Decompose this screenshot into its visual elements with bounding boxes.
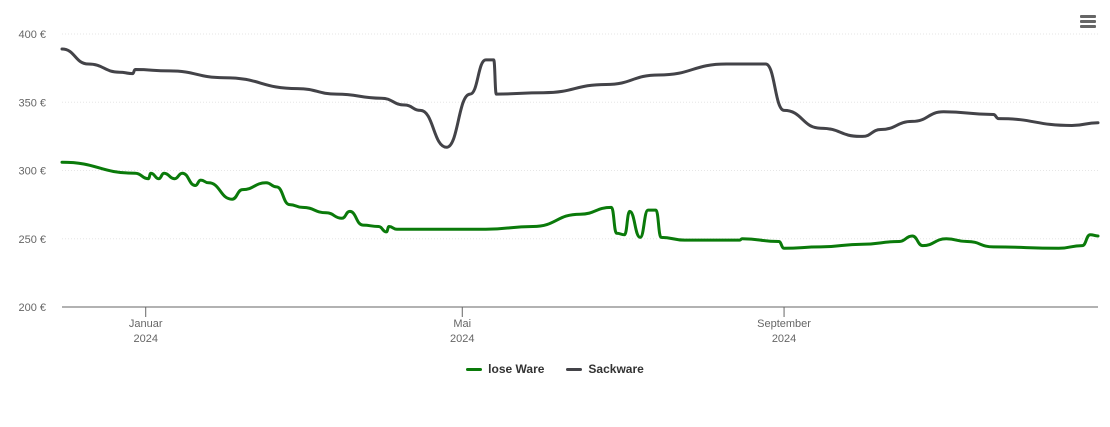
legend-swatch-sackware: [566, 367, 583, 371]
x-axis: Januar 2024 Mai 2024 September 2024: [62, 306, 1098, 345]
x-tick-label-year: 2024: [133, 333, 157, 345]
grid-lines: [62, 33, 1098, 240]
series-lines: [60, 47, 1100, 250]
hamburger-menu-icon[interactable]: [1074, 10, 1102, 34]
y-tick-label: 350 €: [18, 97, 46, 109]
series-line-lose-ware[interactable]: [60, 160, 1100, 250]
legend-item-lose-ware[interactable]: lose Ware: [466, 362, 544, 376]
legend-label-sackware: Sackware: [588, 362, 644, 376]
y-tick-label: 250 €: [18, 234, 46, 246]
x-tick-label-month: Mai: [453, 318, 471, 330]
x-tick-label-month: September: [757, 318, 811, 330]
legend-label-lose-ware: lose Ware: [488, 362, 545, 376]
series-line-sackware[interactable]: [60, 47, 1100, 149]
chart-legend: lose Ware Sackware: [0, 362, 1110, 376]
y-tick-label: 300 €: [18, 166, 46, 178]
y-tick-label: 200 €: [18, 302, 46, 314]
legend-swatch-lose-ware: [466, 367, 483, 371]
y-axis-labels: 200 € 250 € 300 € 350 € 400 €: [18, 29, 46, 314]
x-tick-label-year: 2024: [450, 333, 474, 345]
x-tick-label-month: Januar: [129, 318, 163, 330]
y-tick-label: 400 €: [18, 29, 46, 41]
x-tick-label-year: 2024: [772, 333, 796, 345]
legend-item-sackware[interactable]: Sackware: [566, 362, 644, 376]
